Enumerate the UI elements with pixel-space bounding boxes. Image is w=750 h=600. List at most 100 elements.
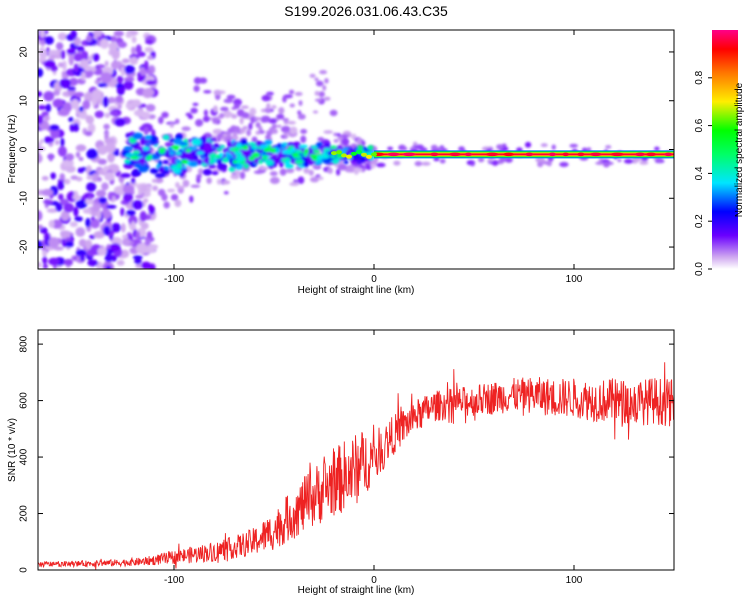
noise-blob bbox=[279, 168, 287, 176]
band-blob bbox=[162, 159, 169, 165]
noise-blob bbox=[120, 207, 125, 217]
snr-frame bbox=[37, 329, 675, 571]
noise-blob bbox=[38, 114, 44, 125]
y-tick-label: 600 bbox=[19, 392, 30, 409]
noise-blob bbox=[361, 140, 366, 146]
noise-blob bbox=[319, 69, 328, 75]
noise-blob bbox=[197, 168, 204, 175]
band-blob bbox=[261, 155, 268, 161]
band-blob bbox=[138, 165, 149, 173]
band-blob bbox=[158, 166, 165, 173]
noise-blob bbox=[110, 61, 119, 70]
noise-blob bbox=[477, 157, 485, 163]
noise-blob bbox=[223, 98, 234, 104]
noise-blob bbox=[266, 130, 274, 136]
noise-blob bbox=[280, 125, 291, 133]
band-blob bbox=[132, 132, 144, 140]
spectrogram-ylabel: Frequency (Hz) bbox=[7, 115, 18, 184]
noise-blob bbox=[329, 109, 338, 117]
noise-blob bbox=[73, 37, 81, 46]
noise-blob bbox=[253, 170, 264, 175]
band-blob bbox=[235, 155, 244, 160]
noise-blob bbox=[108, 41, 118, 51]
noise-blob bbox=[46, 137, 55, 143]
signal-bead bbox=[430, 152, 439, 157]
noise-blob bbox=[70, 30, 77, 40]
noise-blob bbox=[314, 90, 320, 96]
colorbar-tick-label: 0.4 bbox=[694, 166, 705, 180]
noise-blob bbox=[251, 136, 258, 143]
signal-bead bbox=[366, 154, 372, 159]
noise-blob bbox=[639, 160, 649, 165]
band-blob bbox=[298, 144, 309, 149]
noise-blob bbox=[38, 210, 43, 222]
noise-blob bbox=[86, 148, 99, 160]
noise-blob bbox=[73, 63, 79, 73]
noise-blob bbox=[276, 124, 282, 128]
y-tick-label: -10 bbox=[19, 191, 30, 206]
noise-blob bbox=[39, 30, 46, 38]
noise-blob bbox=[42, 263, 49, 269]
noise-blob bbox=[317, 137, 325, 142]
band-blob bbox=[207, 150, 213, 155]
noise-blob bbox=[38, 153, 43, 164]
noise-blob bbox=[414, 161, 423, 167]
noise-blob bbox=[193, 77, 202, 85]
noise-blob bbox=[323, 96, 331, 101]
band-blob bbox=[216, 148, 223, 152]
noise-blob bbox=[65, 165, 76, 173]
noise-blob bbox=[271, 128, 278, 134]
noise-blob bbox=[77, 45, 85, 53]
noise-blob bbox=[654, 146, 660, 151]
noise-blob bbox=[269, 171, 278, 177]
noise-blob bbox=[117, 41, 127, 48]
noise-blob bbox=[43, 115, 50, 121]
noise-blob bbox=[78, 238, 87, 247]
noise-blob bbox=[73, 122, 80, 133]
noise-blob bbox=[164, 141, 175, 148]
noise-blob bbox=[102, 225, 111, 236]
noise-blob bbox=[148, 204, 153, 211]
noise-blob bbox=[145, 103, 156, 112]
noise-blob bbox=[120, 249, 130, 258]
noise-blob bbox=[44, 36, 54, 45]
noise-blob bbox=[542, 161, 551, 165]
noise-blob bbox=[57, 146, 67, 157]
noise-blob bbox=[233, 103, 240, 109]
noise-blob bbox=[139, 210, 147, 222]
noise-blob bbox=[60, 49, 66, 60]
band-blob bbox=[264, 159, 274, 164]
band-blob bbox=[181, 170, 186, 174]
noise-blob bbox=[226, 132, 232, 138]
noise-blob bbox=[97, 247, 107, 256]
noise-blob bbox=[140, 222, 149, 230]
noise-blob bbox=[341, 137, 350, 146]
noise-blob bbox=[62, 60, 67, 71]
noise-blob bbox=[212, 128, 223, 135]
noise-blob bbox=[282, 95, 287, 103]
noise-blob bbox=[309, 176, 320, 183]
band-blob bbox=[233, 151, 243, 155]
colorbar-scale bbox=[712, 30, 738, 269]
band-blob bbox=[125, 165, 133, 169]
band-blob bbox=[132, 150, 140, 155]
noise-blob bbox=[297, 176, 305, 185]
noise-blob bbox=[84, 131, 93, 137]
noise-blob bbox=[193, 85, 200, 93]
x-tick-label: -100 bbox=[164, 274, 184, 285]
noise-blob bbox=[170, 194, 179, 201]
noise-blob bbox=[104, 254, 114, 263]
noise-blob bbox=[217, 133, 222, 140]
noise-blob bbox=[143, 60, 149, 72]
noise-blob bbox=[61, 70, 67, 77]
noise-blob bbox=[73, 190, 79, 200]
noise-blob bbox=[260, 115, 271, 123]
noise-blob bbox=[90, 216, 95, 221]
band-blob bbox=[284, 159, 291, 168]
noise-blob bbox=[605, 145, 612, 149]
noise-blob bbox=[38, 261, 42, 268]
noise-blob bbox=[151, 83, 157, 90]
noise-blob bbox=[282, 118, 290, 122]
signal-bead bbox=[645, 152, 657, 157]
